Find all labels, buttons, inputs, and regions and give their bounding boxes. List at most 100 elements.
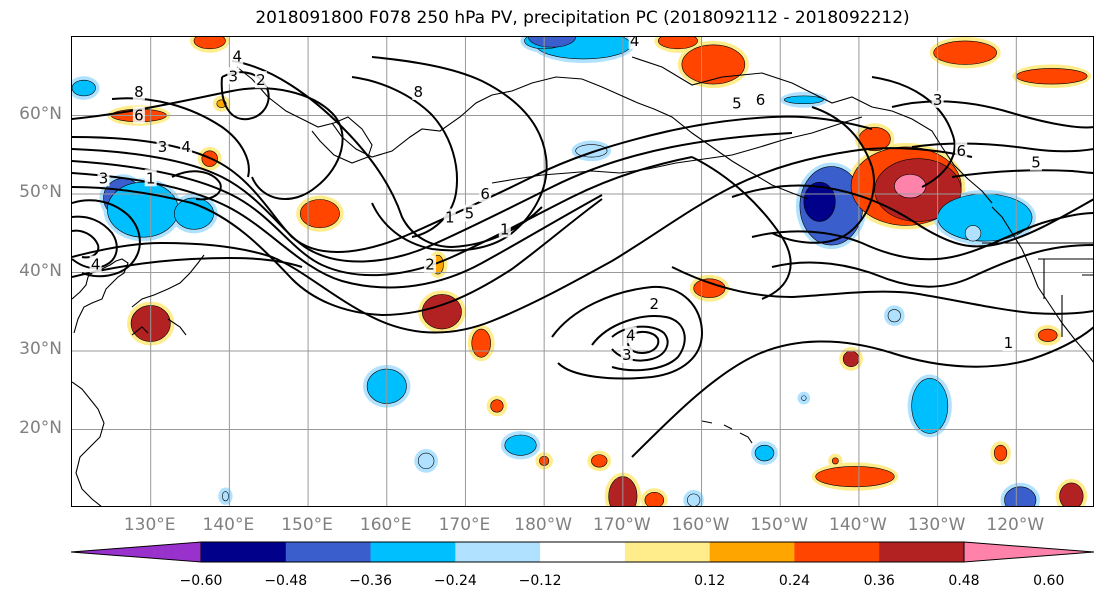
colorbar-tick-label: 0.48 (948, 573, 980, 589)
precip-negative-area (687, 493, 701, 506)
longitude-label: 140°W (829, 515, 887, 535)
precip-positive-area (471, 328, 491, 358)
contour-label: 4 (626, 326, 636, 344)
contour-label-bg (754, 90, 767, 108)
pv-contour (72, 215, 118, 269)
contour-label: 6 (134, 107, 144, 125)
colorbar-tick-label: −0.60 (179, 573, 223, 589)
colorbar-segment (370, 542, 456, 562)
precip-positive-area (421, 294, 462, 330)
pv-contour (72, 132, 793, 263)
contour-label: 8 (134, 83, 144, 101)
colorbar-segment (455, 542, 541, 562)
contour-label: 4 (91, 256, 101, 274)
contour-label-bg (132, 82, 145, 100)
precip-positive-area (591, 454, 608, 468)
coastline-siberia (236, 66, 373, 164)
precip-positive-area (644, 492, 665, 506)
precip-positive-area (815, 466, 895, 488)
precip-positive-area (933, 40, 997, 65)
precip-negative-area (174, 197, 214, 230)
contour-label: 3 (99, 169, 109, 187)
contour-label-bg (498, 220, 511, 238)
pv-contour (72, 147, 973, 334)
colorbar-tick-label: 0.60 (1033, 573, 1065, 589)
contour-label-bg (1002, 334, 1015, 352)
latitude-label: 30°N (19, 339, 62, 359)
contour-label-bg (180, 137, 193, 155)
longitude-label: 130°W (907, 515, 966, 535)
contour-label-bg (931, 90, 944, 108)
contour-label: 3 (158, 138, 168, 156)
pv-contour (72, 186, 603, 317)
pv-contour (231, 60, 543, 249)
contour-label-bg (463, 204, 476, 222)
contour-label: 6 (956, 142, 966, 160)
contour-label: 3 (229, 67, 239, 85)
longitude-label: 170°E (438, 515, 491, 535)
precip-positive-area (894, 174, 927, 199)
latitude-label: 20°N (19, 417, 62, 438)
coastline-hawaii (701, 420, 753, 444)
contour-label-bg (624, 326, 637, 344)
map-title: 2018091800 F078 250 hPa PV, precipitatio… (255, 8, 910, 28)
contour-label: 1 (1004, 334, 1014, 352)
longitude-label: 170°W (592, 515, 651, 535)
contour-label: 2 (650, 295, 660, 313)
gridlines (72, 37, 1093, 506)
latitude-label: 40°N (19, 260, 62, 281)
precip-positive-area (657, 37, 698, 50)
contour-label-bg (89, 255, 102, 273)
contour-label-bg (648, 294, 661, 312)
pv-contour (951, 169, 1093, 178)
longitude-label: 130°E (123, 515, 176, 535)
pv-contour (751, 212, 1093, 261)
coastlines (72, 56, 1093, 506)
precip-negative-area (803, 181, 836, 222)
precip-negative-area (783, 95, 824, 105)
colorbar-tick-label: −0.12 (518, 573, 562, 589)
colorbar-tick-label: 0.24 (778, 573, 811, 589)
precip-positive-area (490, 399, 504, 413)
latitude-label: 60°N (19, 103, 62, 124)
pv-contour (911, 142, 1093, 153)
colorbar-extend-low (71, 541, 202, 563)
colorbar-tick-label: −0.24 (433, 573, 477, 589)
contour-label: 6 (756, 91, 766, 109)
longitude-label: 150°E (281, 515, 333, 535)
longitude-label: 150°W (750, 515, 809, 535)
pv-contour (220, 71, 270, 121)
colorbar-segment (624, 542, 711, 562)
latitude-label: 50°N (19, 182, 62, 202)
colorbar-tick-label: −0.48 (264, 573, 308, 589)
contour-label: 4 (232, 48, 242, 66)
contour-label: 5 (732, 95, 742, 113)
contour-label-bg (144, 169, 157, 187)
pv-contour (72, 156, 693, 277)
precip-positive-area (1038, 328, 1058, 342)
contour-label-bg (1029, 153, 1042, 171)
colorbar-extend-high (963, 541, 1094, 563)
colorbar-segment (285, 542, 372, 562)
contour-label-bg (412, 82, 425, 100)
precip-positive-area (842, 350, 860, 367)
colorbar-tick-label: 0.12 (694, 573, 726, 589)
precip-negative-area (222, 491, 229, 502)
colorbar-segment (201, 542, 287, 562)
contour-label: 6 (480, 185, 490, 203)
longitude-label: 160°E (359, 515, 412, 535)
pv-contour (731, 184, 1093, 248)
coastline-japan (131, 254, 205, 336)
precip-negative-area (754, 444, 775, 462)
colorbar-tick-label: 0.36 (863, 573, 895, 589)
precip-negative-area (801, 395, 807, 401)
pv-contour (371, 56, 548, 252)
longitude-label: 140°E (202, 515, 255, 535)
precip-negative-area (964, 225, 982, 242)
contour-label-bg (231, 47, 244, 65)
contour-label-bg (955, 141, 968, 159)
pv-contour (691, 156, 792, 300)
contour-label-bg (730, 94, 743, 112)
